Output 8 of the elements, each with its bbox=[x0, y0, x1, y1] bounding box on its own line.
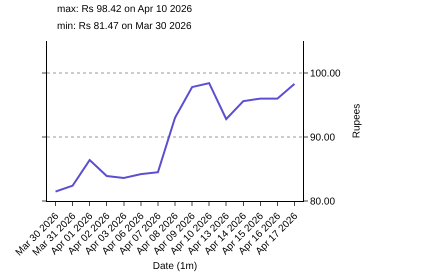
y-axis-title: Rupees bbox=[352, 104, 363, 138]
y-tick-label: 80.00 bbox=[310, 196, 336, 208]
x-axis-title: Date (1m) bbox=[152, 260, 198, 272]
chart-title: max: Rs 98.42 on Apr 10 2026 bbox=[57, 4, 193, 15]
line-series bbox=[54, 82, 296, 193]
y-tick-label: 90.00 bbox=[310, 132, 336, 144]
y-tick-label: 100.00 bbox=[310, 68, 342, 80]
chart-subtitle: min: Rs 81.47 on Mar 30 2026 bbox=[57, 21, 192, 32]
